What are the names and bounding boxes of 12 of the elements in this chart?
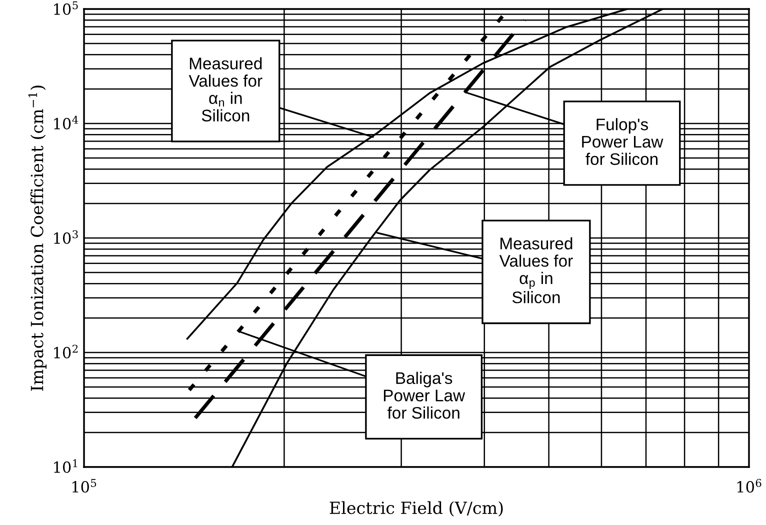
y-tick-label: 10$^{2}$ — [54, 344, 78, 358]
annotation: Fulop's Power Law for Silicon — [582, 118, 664, 166]
annotation: Measured Values for α$_{p}$ in Silicon — [499, 237, 573, 304]
y-tick-label: 10$^{1}$ — [54, 459, 78, 473]
annotation: Baliga's Power Law for Silicon — [384, 372, 466, 419]
annotation: Measured Values for α$_{n}$ in Silicon — [188, 57, 262, 122]
x-tick-label: 10$^{6}$ — [737, 478, 762, 493]
y-tick-label: 10$^{3}$ — [54, 230, 78, 244]
y-axis-title: Impact Ionization Coefficient (cm$^{−1}$) — [28, 86, 47, 391]
y-tick-label: 10$^{5}$ — [54, 1, 78, 15]
y-tick-label: 10$^{4}$ — [54, 116, 78, 130]
x-axis-title: Electric Field (V/cm) — [330, 501, 503, 516]
